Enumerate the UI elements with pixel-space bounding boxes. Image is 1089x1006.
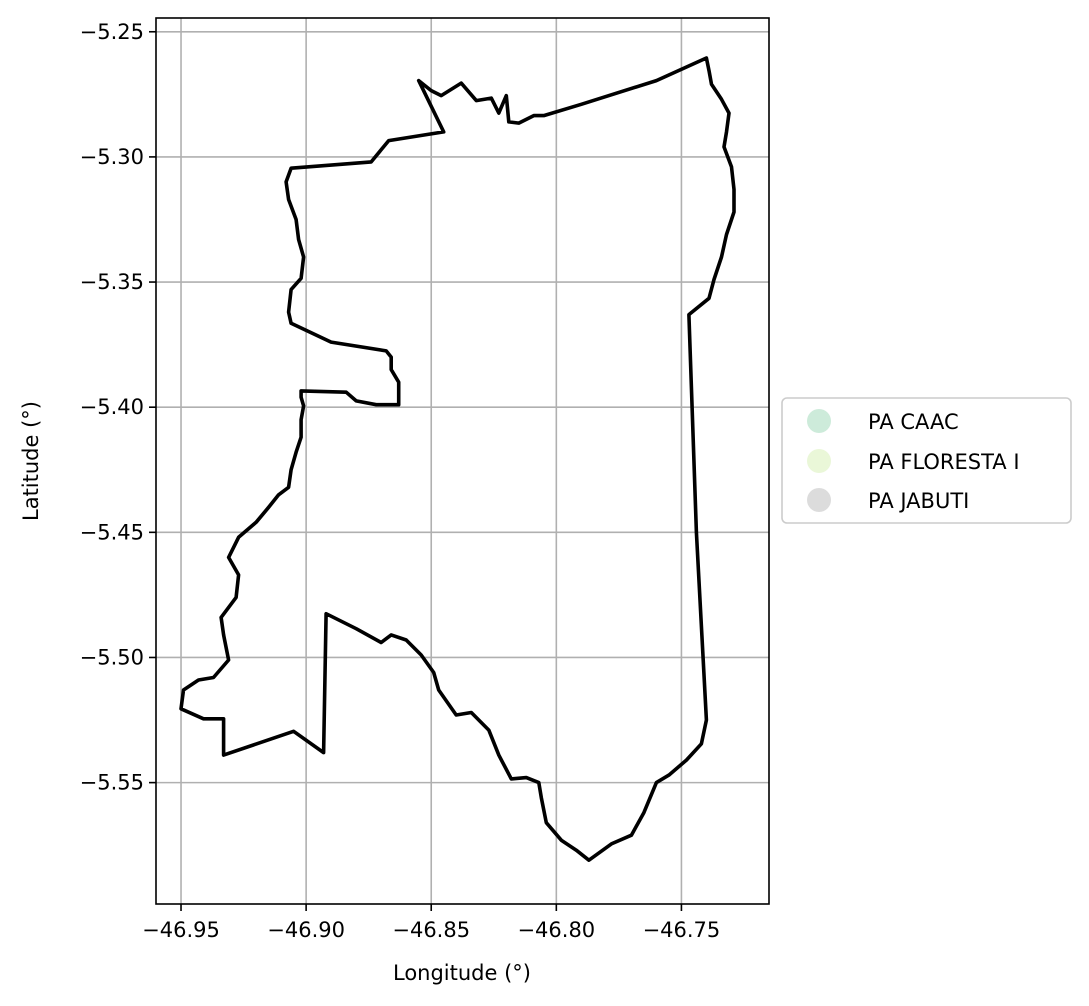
- plot-area-frame: [155, 17, 770, 905]
- grid-lines: [156, 18, 769, 904]
- y-tick-label: −5.35: [80, 270, 144, 294]
- x-tick-label: −46.95: [142, 918, 220, 942]
- boundary-layer: [179, 56, 736, 863]
- y-tick-label: −5.40: [80, 395, 144, 419]
- y-tick-label: −5.30: [80, 145, 144, 169]
- y-tick-labels: −5.25 −5.30 −5.35 −5.40 −5.45 −5.50 −5.55: [80, 20, 144, 795]
- x-tick-label: −46.90: [267, 918, 345, 942]
- y-tick-label: −5.55: [80, 771, 144, 795]
- legend-marker-pa-jabuti: [807, 488, 831, 512]
- x-tick-label: −46.75: [643, 918, 721, 942]
- x-tick-label: −46.80: [517, 918, 595, 942]
- settlement-boundary: [179, 56, 736, 863]
- legend-marker-pa-floresta-i: [807, 449, 831, 473]
- x-tick-label: −46.85: [392, 918, 470, 942]
- x-axis-label: Longitude (°): [393, 961, 531, 985]
- legend-frame: [781, 397, 1072, 524]
- legend-marker-pa-caac: [807, 409, 831, 433]
- y-tick-label: −5.45: [80, 520, 144, 544]
- y-tick-label: −5.25: [80, 20, 144, 44]
- axis-ticks: [149, 30, 683, 911]
- x-tick-labels: −46.95 −46.90 −46.85 −46.80 −46.75: [142, 918, 720, 942]
- legend-label-pa-floresta-i: PA FLORESTA I: [868, 450, 1020, 474]
- y-axis-label: Latitude (°): [19, 401, 43, 521]
- legend-label-pa-jabuti: PA JABUTI: [868, 489, 969, 513]
- legend-label-pa-caac: PA CAAC: [868, 410, 959, 434]
- y-tick-label: −5.50: [80, 645, 144, 669]
- legend: PA CAAC PA FLORESTA I PA JABUTI: [781, 397, 1072, 524]
